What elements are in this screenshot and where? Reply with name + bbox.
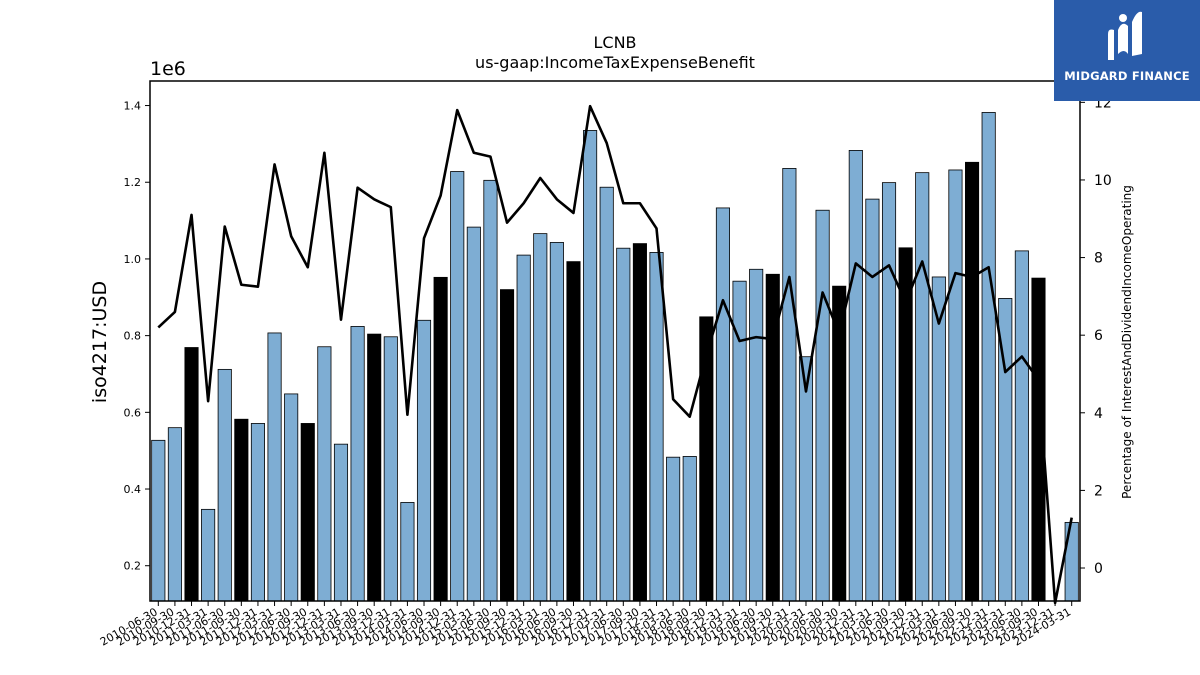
brand-logo: MIDGARD FINANCE bbox=[1054, 0, 1200, 101]
bar-2022-03-31 bbox=[931, 276, 946, 602]
bar-2022-12-31 bbox=[981, 112, 996, 602]
y-tick-label: 1.2 bbox=[124, 176, 142, 189]
bar-2024-03-31 bbox=[1064, 521, 1079, 602]
bar-2014-06-30 bbox=[416, 319, 432, 602]
bars-layer bbox=[151, 112, 1079, 602]
brand-name: MIDGARD FINANCE bbox=[1064, 69, 1190, 83]
bar-2015-03-31 bbox=[466, 226, 481, 602]
bar-2017-03-31 bbox=[599, 186, 614, 602]
bar-2023-06-30 bbox=[1014, 250, 1029, 602]
chart-title: LCNB bbox=[593, 33, 636, 52]
y2-tick-label: 0 bbox=[1094, 561, 1103, 577]
chart-subtitle: us-gaap:IncomeTaxExpenseBenefit bbox=[475, 53, 755, 72]
y2-tick-label: 10 bbox=[1094, 173, 1112, 189]
y2-tick-label: 2 bbox=[1094, 483, 1103, 499]
bar-2015-06-30 bbox=[483, 179, 498, 602]
bar-2019-06-30 bbox=[749, 268, 764, 602]
bar-2022-09-30 bbox=[965, 161, 980, 602]
bar-2014-12-31 bbox=[450, 171, 465, 602]
bar-2012-06-30 bbox=[284, 393, 299, 602]
bar-2016-06-30 bbox=[549, 242, 564, 602]
bar-2020-06-30 bbox=[815, 209, 830, 602]
y-tick-label: 0.6 bbox=[124, 406, 142, 419]
y-tick-label: 1.4 bbox=[124, 100, 142, 113]
bar-2020-12-31 bbox=[848, 150, 863, 602]
y2-tick-label: 6 bbox=[1094, 328, 1103, 344]
bar-2018-12-31 bbox=[715, 207, 730, 602]
bar-2016-03-31 bbox=[533, 233, 548, 602]
y2-tick-label: 4 bbox=[1094, 406, 1103, 422]
y2-tick-label: 8 bbox=[1094, 251, 1103, 267]
bar-2017-12-31 bbox=[649, 252, 664, 602]
bar-2016-09-30 bbox=[566, 261, 581, 602]
bar-2020-03-31 bbox=[798, 356, 814, 602]
bar-2011-12-31 bbox=[250, 423, 265, 602]
y-tick-label: 0.4 bbox=[124, 483, 142, 496]
bar-2018-06-30 bbox=[682, 456, 697, 602]
bar-2017-09-30 bbox=[632, 243, 647, 602]
bar-2013-06-30 bbox=[350, 326, 365, 602]
bar-2017-06-30 bbox=[616, 247, 631, 602]
bar-2016-12-31 bbox=[583, 130, 598, 602]
bar-2021-06-30 bbox=[881, 182, 897, 602]
line-series bbox=[157, 104, 1073, 605]
bar-2010-12-31 bbox=[184, 347, 199, 602]
bar-2019-12-31 bbox=[782, 168, 797, 602]
y-tick-label: 0.8 bbox=[124, 330, 142, 343]
bar-2015-09-30 bbox=[500, 289, 515, 602]
y-axis-label: iso4217:USD bbox=[89, 281, 111, 403]
bar-2011-03-31 bbox=[201, 508, 216, 602]
bar-2012-03-31 bbox=[267, 332, 282, 602]
logo-mark-icon bbox=[1108, 11, 1142, 60]
plot-frame bbox=[149, 80, 1081, 602]
bar-2014-09-30 bbox=[433, 276, 448, 602]
bar-2013-09-30 bbox=[367, 333, 382, 602]
bar-2021-03-31 bbox=[865, 198, 880, 602]
y-multiplier-label: 1e6 bbox=[150, 58, 186, 80]
y-tick-label: 0.2 bbox=[124, 560, 142, 573]
axes-layer: 0.20.40.60.81.01.21.40246810122010-06-30… bbox=[98, 95, 1112, 648]
bar-2013-12-31 bbox=[383, 336, 398, 602]
bar-2012-12-31 bbox=[317, 346, 332, 602]
y-tick-label: 1.0 bbox=[124, 253, 142, 266]
bar-2022-06-30 bbox=[948, 169, 963, 602]
y2-axis-label: Percentage of InterestAndDividendIncomeO… bbox=[1120, 185, 1134, 499]
bar-2018-03-31 bbox=[666, 456, 681, 602]
bar-2015-12-31 bbox=[516, 254, 531, 602]
bar-2014-03-31 bbox=[400, 502, 415, 602]
line-layer bbox=[157, 104, 1073, 605]
bar-2010-09-30 bbox=[167, 427, 182, 602]
bar-2021-12-31 bbox=[915, 172, 930, 602]
bar-2013-03-31 bbox=[333, 443, 349, 602]
bar-2011-06-30 bbox=[217, 368, 232, 602]
bar-2012-09-30 bbox=[300, 423, 315, 602]
bar-2010-06-30 bbox=[151, 439, 166, 602]
bar-2011-09-30 bbox=[234, 418, 249, 602]
